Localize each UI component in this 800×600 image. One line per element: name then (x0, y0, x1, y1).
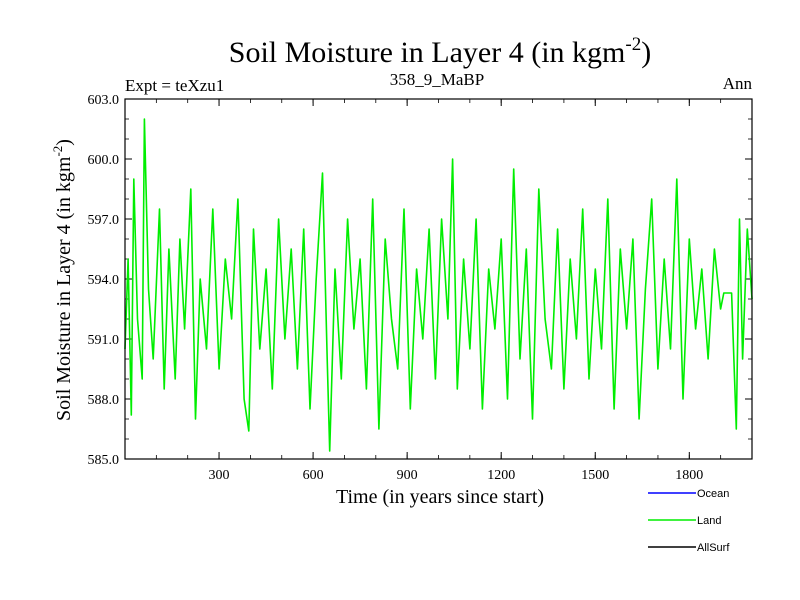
legend: Ocean Land AllSurf (648, 488, 730, 554)
y-axis-label-close: ) (53, 139, 75, 146)
x-tick-label: 1500 (581, 468, 609, 483)
legend-label-land: Land (697, 515, 721, 527)
x-tick-label: 1200 (487, 468, 515, 483)
x-tick-label: 300 (209, 468, 230, 483)
legend-label-allsurf: AllSurf (697, 542, 730, 554)
chart-title-close: ) (641, 36, 651, 69)
series-layer (124, 118, 753, 452)
chart-title-main: Soil Moisture in Layer 4 (in kgm (229, 36, 626, 69)
y-tick-label: 600.0 (88, 153, 120, 168)
x-axis-label: Time (in years since start) (336, 486, 544, 508)
plot-frame (124, 98, 753, 460)
expt-label: Expt = teXzu1 (125, 76, 224, 95)
y-axis-label: Soil Moisture in Layer 4 (in kgm-2) (50, 139, 75, 421)
y-tick-label: 603.0 (88, 93, 120, 108)
y-axis-label-main: Soil Moisture in Layer 4 (in kgm (53, 156, 75, 421)
x-tick-label: 900 (397, 468, 418, 483)
run-label: 358_9_MaBP (390, 70, 484, 89)
y-tick-label: 588.0 (88, 393, 120, 408)
y-tick-label: 585.0 (88, 453, 120, 468)
y-tick-label: 594.0 (88, 273, 120, 288)
legend-label-ocean: Ocean (697, 488, 729, 500)
y-tick-label: 591.0 (88, 333, 120, 348)
x-tick-label: 1800 (675, 468, 703, 483)
series-line-land (124, 118, 753, 452)
axis-ticks: 585.0 588.0 591.0 594.0 597.0 600.0 603.0 300 60… (88, 93, 752, 483)
chart-title: Soil Moisture in Layer 4 (in kgm-2) (229, 34, 651, 69)
x-tick-label: 600 (303, 468, 324, 483)
y-tick-label: 597.0 (88, 213, 120, 228)
y-axis-label-sup: -2 (50, 146, 65, 157)
season-label: Ann (723, 74, 753, 93)
chart-title-sup: -2 (625, 34, 641, 55)
